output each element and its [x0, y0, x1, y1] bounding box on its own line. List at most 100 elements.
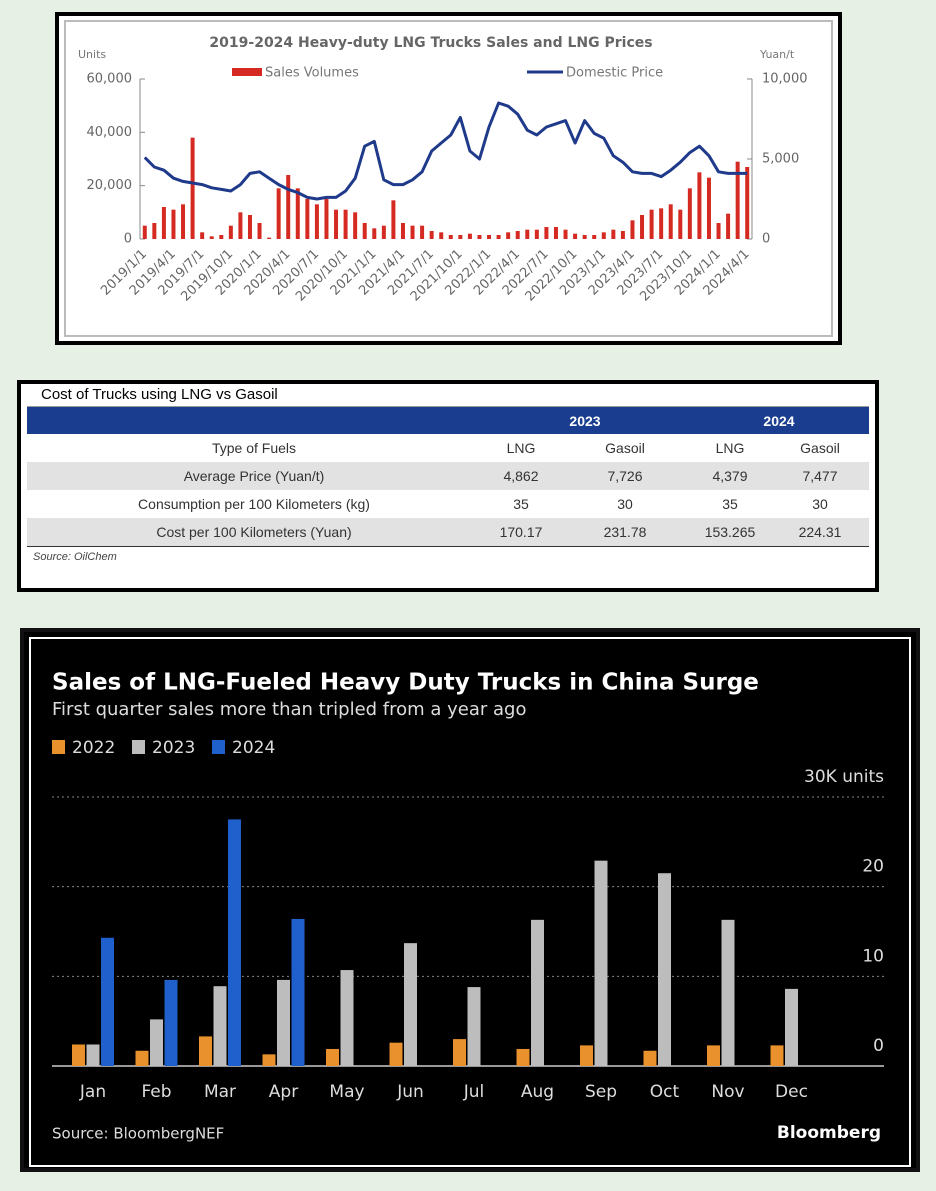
y-axis-label: Units [78, 48, 106, 61]
cell: 153.265 [689, 518, 771, 547]
bar [340, 970, 354, 1066]
bar [630, 220, 635, 239]
chart-frame [20, 628, 920, 1172]
bar [735, 161, 740, 239]
x-tick-label: Jun [396, 1082, 424, 1102]
bar [334, 209, 339, 239]
bar [247, 215, 252, 239]
cell: Average Price (Yuan/t) [27, 462, 481, 490]
bar [161, 207, 166, 239]
y-tick-label: 20,000 [87, 178, 133, 193]
x-tick-label: Sep [585, 1082, 617, 1102]
bar [439, 232, 444, 239]
cell: 4,862 [481, 462, 561, 490]
bar [276, 188, 281, 239]
table-row: Consumption per 100 Kilometers (kg) 35 30 3… [27, 490, 869, 518]
bar [659, 208, 664, 239]
bar [400, 223, 405, 239]
cost-table: Cost of Trucks using LNG vs Gasoil 2023 … [17, 380, 879, 592]
chart-title: 2019-2024 Heavy-duty LNG Trucks Sales an… [209, 35, 652, 51]
price-line [143, 101, 748, 201]
cell [27, 407, 481, 434]
bar [404, 943, 417, 1066]
bar [448, 235, 453, 239]
bar [291, 918, 305, 1066]
y-tick-label: 30K units [804, 767, 884, 787]
bar [135, 1050, 149, 1066]
y-tick-label: 0 [124, 232, 132, 247]
chart-title: Sales of LNG-Fueled Heavy Duty Trucks in… [52, 670, 759, 696]
cell: 30 [812, 496, 828, 512]
cell: 7,726 [561, 462, 689, 490]
bar [453, 1039, 466, 1066]
table-title: Cost of Trucks using LNG vs Gasoil [27, 384, 869, 407]
y2-tick-label: 5,000 [762, 152, 799, 167]
bar [592, 235, 597, 239]
bar [353, 212, 358, 239]
legend-swatch [232, 68, 262, 76]
y-tick-label: 20 [862, 857, 884, 877]
legend-label: 2024 [232, 738, 275, 758]
y2-tick-label: 0 [762, 232, 770, 247]
x-tick-label: Aug [521, 1082, 554, 1102]
cell: 170.17 [481, 518, 561, 547]
cell: LNG [506, 440, 536, 456]
bar [324, 199, 329, 239]
source: Source: BloombergNEF [52, 1125, 224, 1143]
legend-label: Sales Volumes [265, 66, 359, 81]
bar [429, 231, 434, 239]
bar [171, 209, 176, 239]
bar [745, 167, 750, 239]
year: 2023 [481, 407, 689, 434]
y-tick-label: 60,000 [87, 72, 133, 87]
legend-label: 2023 [152, 738, 195, 758]
bar [678, 209, 683, 239]
bar [277, 979, 290, 1066]
bar [362, 223, 367, 239]
bar [326, 1048, 339, 1066]
bar [152, 223, 157, 239]
cell: Gasoil [800, 440, 840, 456]
x-tick-label: Apr [269, 1082, 298, 1102]
x-tick-label: Jan [79, 1082, 106, 1102]
bar [228, 225, 233, 239]
bar [640, 215, 645, 239]
bar [305, 199, 310, 239]
bar [525, 229, 530, 239]
bar [515, 231, 520, 239]
x-tick-label: Nov [711, 1082, 744, 1102]
bar [213, 986, 227, 1066]
x-tick-label: Feb [141, 1082, 171, 1102]
bar [643, 1050, 657, 1066]
bar [410, 225, 415, 239]
bar [611, 229, 616, 239]
legend-swatch [52, 740, 65, 754]
bar [601, 232, 606, 239]
cell: Gasoil [605, 440, 645, 456]
x-tick-label: Dec [775, 1082, 808, 1102]
bar [770, 1045, 784, 1066]
year: 2024 [689, 407, 869, 434]
bar [553, 227, 558, 239]
bar [314, 204, 319, 239]
bar [381, 225, 386, 239]
table: 2023 2024 Type of Fuels LNG Gasoil LNG Gasoi… [27, 407, 869, 547]
bar [389, 1042, 403, 1066]
bar [582, 235, 587, 239]
bar [467, 233, 472, 239]
x-tick-label: May [329, 1082, 364, 1102]
bar [668, 204, 673, 239]
bar [295, 188, 300, 239]
bar [534, 229, 539, 239]
bar [573, 233, 578, 239]
bar [228, 819, 241, 1066]
y2-axis-label: Yuan/t [759, 48, 795, 61]
chart-subtitle: First quarter sales more than tripled fr… [52, 699, 527, 720]
bar [620, 231, 625, 239]
cell: Consumption per 100 Kilometers (kg) [138, 496, 370, 512]
bar [420, 225, 425, 239]
bar [658, 873, 671, 1066]
y-tick-label: 10 [862, 946, 884, 966]
